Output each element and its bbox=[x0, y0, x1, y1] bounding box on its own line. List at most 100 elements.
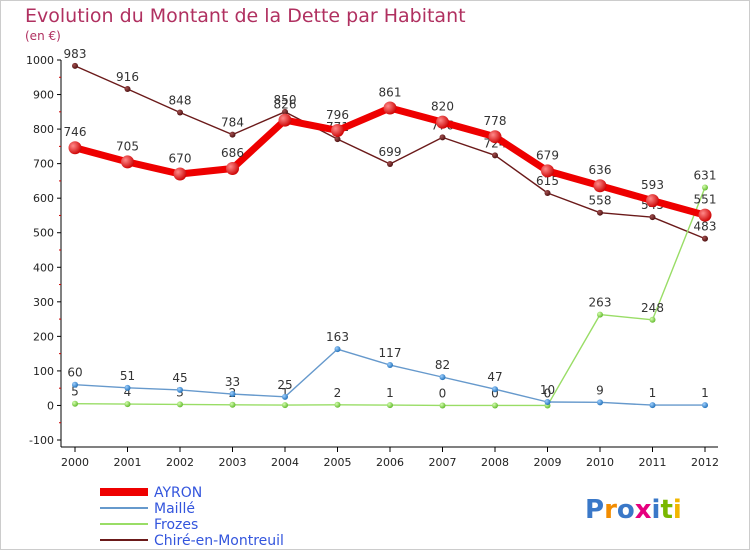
y-tick-label: 800 bbox=[33, 123, 54, 136]
data-point-frozes bbox=[124, 401, 131, 408]
data-point-frozes bbox=[334, 401, 341, 408]
data-point-chire-en-montreuil bbox=[702, 235, 708, 242]
data-label-ayron: 593 bbox=[641, 178, 664, 192]
data-point-chire-en-montreuil bbox=[649, 214, 656, 221]
data-label-frozes: 1 bbox=[386, 386, 394, 400]
data-label-chire-en-montreuil: 483 bbox=[694, 220, 717, 234]
y-tick-label: 200 bbox=[33, 330, 54, 343]
data-point-ayron bbox=[68, 141, 82, 155]
data-point-maille bbox=[72, 381, 78, 388]
data-point-ayron bbox=[383, 101, 397, 115]
y-tick-label: 500 bbox=[33, 227, 54, 240]
data-label-chire-en-montreuil: 699 bbox=[379, 145, 402, 159]
data-point-frozes bbox=[387, 402, 393, 409]
y-tick-label: 100 bbox=[33, 365, 54, 378]
data-point-chire-en-montreuil bbox=[387, 160, 393, 167]
data-label-chire-en-montreuil: 784 bbox=[221, 116, 244, 130]
data-label-frozes: 248 bbox=[641, 301, 664, 315]
data-point-chire-en-montreuil bbox=[282, 108, 288, 115]
data-label-chire-en-montreuil: 558 bbox=[589, 194, 612, 208]
data-point-maille bbox=[387, 362, 393, 369]
data-point-frozes bbox=[597, 311, 603, 318]
data-label-ayron: 861 bbox=[379, 86, 402, 100]
data-label-maille: 47 bbox=[487, 370, 502, 384]
data-point-frozes bbox=[492, 402, 498, 409]
brand-logo: Proxiti bbox=[585, 495, 682, 525]
data-point-ayron bbox=[226, 161, 239, 175]
x-ticks: 2000 2001 2002 2003 2004 2005 2006 2007 2008 2009… bbox=[61, 447, 719, 469]
data-point-maille bbox=[124, 384, 131, 391]
series-chire-en-montreuil: 983916848784850771699776724615558545483 bbox=[64, 47, 717, 242]
data-point-maille bbox=[282, 393, 288, 400]
data-point-ayron bbox=[436, 115, 449, 129]
data-label-maille: 33 bbox=[225, 375, 240, 389]
y-tick-label: 400 bbox=[33, 261, 54, 274]
data-label-maille: 82 bbox=[435, 358, 450, 372]
x-tick-label: 2001 bbox=[114, 456, 142, 469]
x-tick-label: 2008 bbox=[481, 456, 509, 469]
x-tick-label: 2005 bbox=[324, 456, 352, 469]
data-label-frozes: 631 bbox=[694, 168, 717, 182]
y-ticks: -100 0 100 200 300 400 500 600 700 800 900 1000 bbox=[26, 54, 61, 447]
data-label-frozes: 263 bbox=[589, 296, 612, 310]
data-label-frozes: 4 bbox=[124, 385, 132, 399]
data-label-frozes: 2 bbox=[334, 386, 342, 400]
data-label-chire-en-montreuil: 848 bbox=[169, 94, 192, 108]
data-point-maille bbox=[649, 402, 656, 409]
legend-label-ayron: AYRON bbox=[154, 485, 202, 501]
data-point-maille bbox=[702, 402, 708, 409]
data-label-ayron: 551 bbox=[694, 193, 717, 207]
data-point-ayron bbox=[173, 167, 187, 181]
x-tick-label: 2003 bbox=[219, 456, 247, 469]
series-layer: 9839168487848507716997767246155585454835… bbox=[64, 47, 717, 409]
x-tick-label: 2009 bbox=[534, 456, 562, 469]
data-label-ayron: 636 bbox=[589, 163, 612, 177]
legend-label-chire-en-montreuil: Chiré-en-Montreuil bbox=[154, 533, 284, 549]
data-point-frozes bbox=[229, 401, 236, 408]
data-label-chire-en-montreuil: 850 bbox=[274, 93, 297, 107]
data-label-frozes: 0 bbox=[491, 386, 499, 400]
data-label-maille: 60 bbox=[67, 366, 82, 380]
data-point-chire-en-montreuil bbox=[72, 62, 78, 69]
legend-label-frozes: Frozes bbox=[154, 517, 198, 533]
data-label-ayron: 670 bbox=[169, 152, 192, 166]
data-label-chire-en-montreuil: 615 bbox=[536, 174, 559, 188]
data-label-maille: 9 bbox=[596, 383, 604, 397]
data-label-chire-en-montreuil: 983 bbox=[64, 47, 87, 61]
data-label-ayron: 796 bbox=[326, 108, 349, 122]
data-label-maille: 51 bbox=[120, 369, 135, 383]
data-label-ayron: 820 bbox=[431, 100, 454, 114]
y-tick-label: 700 bbox=[33, 158, 54, 171]
x-tick-label: 2010 bbox=[586, 456, 614, 469]
chart-title: Evolution du Montant de la Dette par Hab… bbox=[25, 5, 466, 27]
data-label-maille: 163 bbox=[326, 330, 349, 344]
x-tick-label: 2012 bbox=[691, 456, 719, 469]
data-point-ayron bbox=[593, 179, 607, 193]
data-point-ayron bbox=[278, 113, 292, 127]
data-point-frozes bbox=[177, 401, 183, 408]
y-tick-label: 600 bbox=[33, 192, 54, 205]
data-point-frozes bbox=[72, 400, 78, 407]
data-label-ayron: 826 bbox=[274, 98, 297, 112]
data-label-chire-en-montreuil: 916 bbox=[116, 70, 139, 84]
series-ayron: 746 705 670 686 826 796 861 820 778 679 636 593 551 bbox=[64, 86, 717, 222]
data-point-maille bbox=[229, 391, 236, 398]
data-point-frozes bbox=[702, 184, 708, 191]
y-tick-label: 300 bbox=[33, 296, 54, 309]
x-tick-label: 2007 bbox=[429, 456, 457, 469]
data-label-ayron: 746 bbox=[64, 125, 87, 139]
x-tick-label: 2011 bbox=[639, 456, 667, 469]
data-label-maille: 117 bbox=[379, 346, 402, 360]
data-point-ayron bbox=[331, 123, 344, 137]
series-frozes: 5432121000263248631 bbox=[71, 168, 717, 409]
data-point-chire-en-montreuil bbox=[597, 209, 603, 216]
data-label-maille: 1 bbox=[701, 386, 709, 400]
data-point-ayron bbox=[121, 155, 134, 169]
chart-subtitle: (en €) bbox=[25, 29, 61, 43]
data-point-frozes bbox=[439, 402, 446, 409]
y-tick-label: -100 bbox=[29, 434, 54, 447]
